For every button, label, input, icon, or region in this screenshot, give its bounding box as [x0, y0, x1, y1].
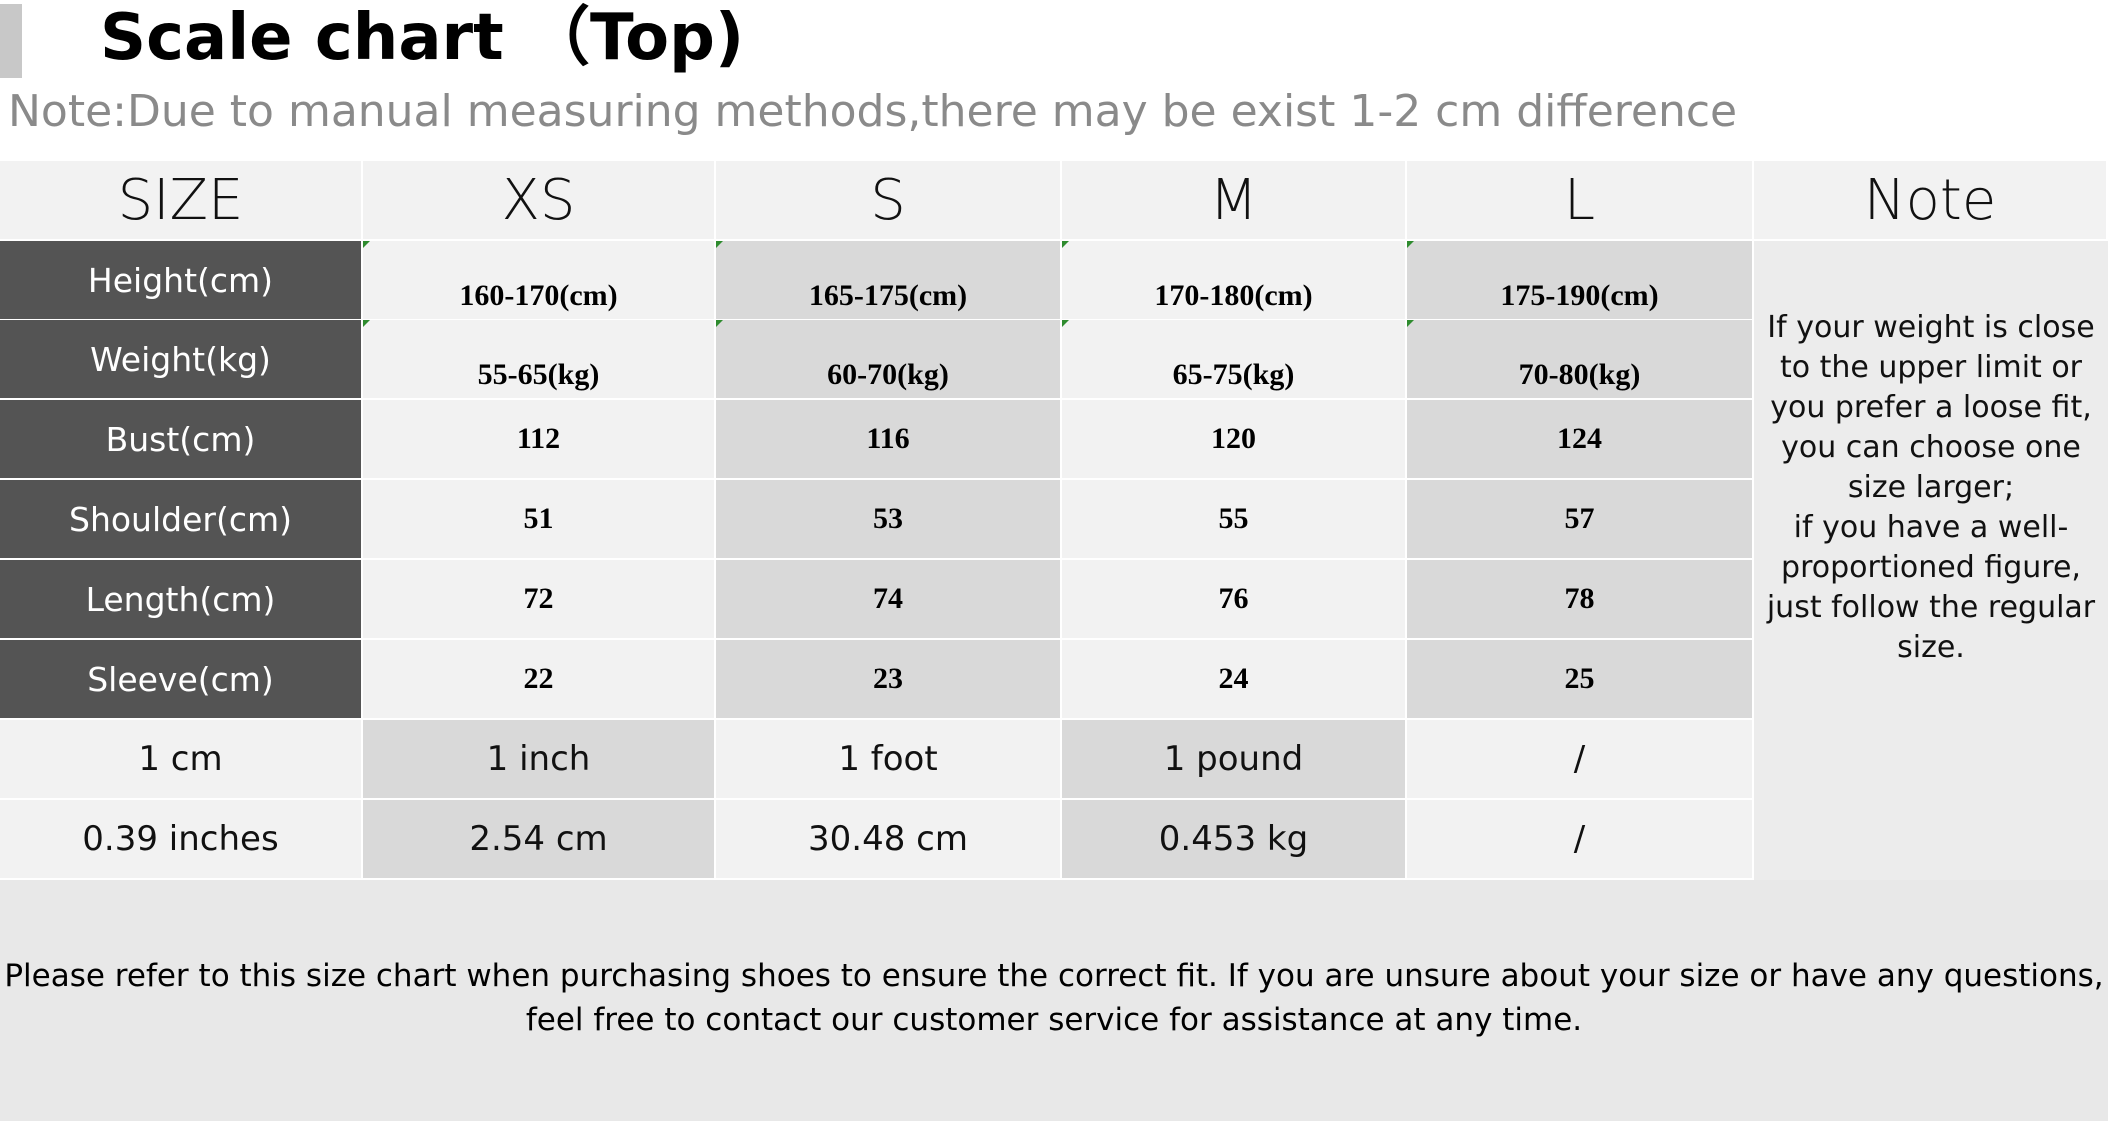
- size-value: 70-80(kg): [1407, 320, 1754, 400]
- footer-text: Please refer to this size chart when pur…: [0, 954, 2108, 1042]
- size-value: 165-175(cm): [716, 241, 1062, 321]
- header-2: S: [716, 161, 1062, 241]
- conversion-cell: 1 foot: [716, 720, 1062, 800]
- size-value: 65-75(kg): [1062, 320, 1407, 400]
- size-value: 60-70(kg): [716, 320, 1062, 400]
- cell-comment-marker: [1407, 320, 1414, 327]
- size-value: 25: [1407, 640, 1754, 720]
- footer: Please refer to this size chart when pur…: [0, 880, 2108, 1121]
- conversion-cell: 0.39 inches: [0, 800, 363, 880]
- conversion-cell: 1 pound: [1062, 720, 1407, 800]
- header-1: XS: [363, 161, 716, 241]
- row-label: Shoulder(cm): [0, 480, 363, 560]
- size-value: 51: [363, 480, 716, 560]
- cell-comment-marker: [716, 320, 723, 327]
- size-value: 23: [716, 640, 1062, 720]
- size-value: 170-180(cm): [1062, 241, 1407, 321]
- size-value: 120: [1062, 400, 1407, 480]
- header-0: SIZE: [0, 161, 363, 241]
- row-label: Sleeve(cm): [0, 640, 363, 720]
- row-label: Length(cm): [0, 560, 363, 640]
- cell-comment-marker: [716, 241, 723, 248]
- conversion-cell: /: [1407, 800, 1754, 880]
- cell-comment-marker: [363, 241, 370, 248]
- size-value: 55: [1062, 480, 1407, 560]
- conversion-cell: 1 cm: [0, 720, 363, 800]
- cell-comment-marker: [363, 320, 370, 327]
- row-label: Bust(cm): [0, 400, 363, 480]
- page-title: Scale chart （Top): [100, 1, 745, 75]
- footer-line-1: Please refer to this size chart when pur…: [4, 958, 2104, 994]
- size-value: 22: [363, 640, 716, 720]
- conversion-cell: /: [1407, 720, 1754, 800]
- size-value: 78: [1407, 560, 1754, 640]
- row-label: Height(cm): [0, 241, 363, 321]
- title-accent-bar: [0, 4, 22, 78]
- header-3: M: [1062, 161, 1407, 241]
- size-value: 53: [716, 480, 1062, 560]
- cell-comment-marker: [1062, 320, 1069, 327]
- cell-comment-marker: [1062, 241, 1069, 248]
- size-value: 116: [716, 400, 1062, 480]
- size-advice-text: If your weight is close to the upper lim…: [1766, 309, 2096, 665]
- size-value: 160-170(cm): [363, 241, 716, 321]
- header-5: Note: [1754, 161, 2108, 241]
- row-label: Weight(kg): [0, 320, 363, 400]
- header-4: L: [1407, 161, 1754, 241]
- size-value: 24: [1062, 640, 1407, 720]
- conversion-cell: 2.54 cm: [363, 800, 716, 880]
- size-value: 55-65(kg): [363, 320, 716, 400]
- conversion-cell: 1 inch: [363, 720, 716, 800]
- measurement-note: Note:Due to manual measuring methods,the…: [8, 86, 1738, 137]
- size-advice-note: If your weight is close to the upper lim…: [1754, 241, 2108, 880]
- size-value: 57: [1407, 480, 1754, 560]
- size-value: 112: [363, 400, 716, 480]
- size-value: 72: [363, 560, 716, 640]
- conversion-cell: 30.48 cm: [716, 800, 1062, 880]
- size-value: 74: [716, 560, 1062, 640]
- conversion-cell: 0.453 kg: [1062, 800, 1407, 880]
- size-value: 124: [1407, 400, 1754, 480]
- footer-line-2: feel free to contact our customer servic…: [525, 1002, 1583, 1038]
- size-value: 76: [1062, 560, 1407, 640]
- cell-comment-marker: [1407, 241, 1414, 248]
- size-value: 175-190(cm): [1407, 241, 1754, 321]
